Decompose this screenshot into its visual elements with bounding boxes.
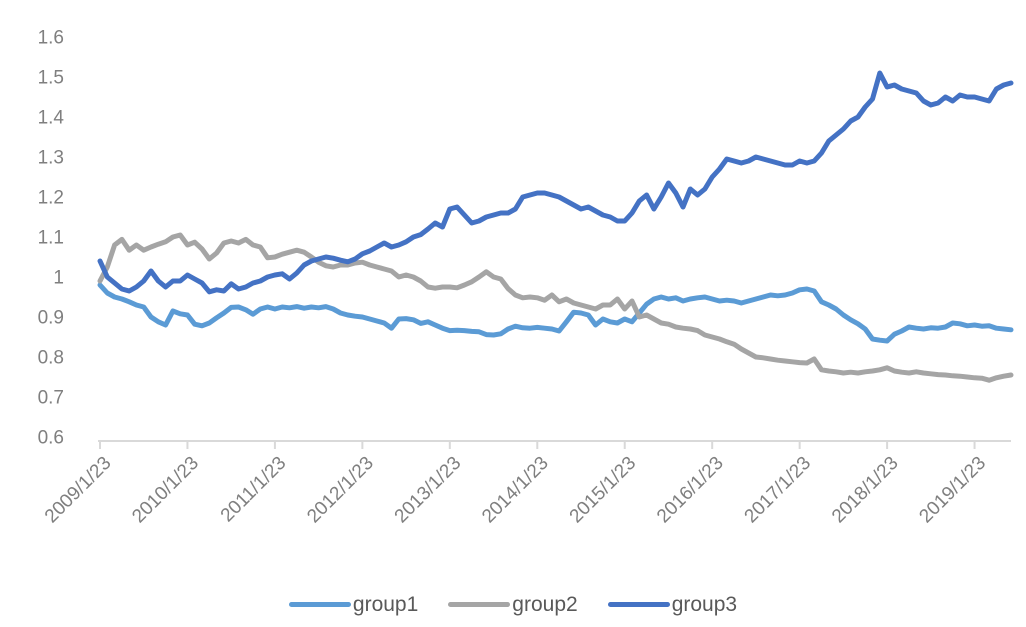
legend-label-group2: group2 xyxy=(512,592,578,616)
y-tick-label: 0.9 xyxy=(38,308,64,329)
y-tick-label: 0.8 xyxy=(38,348,64,369)
legend-swatch-group2 xyxy=(448,601,511,607)
x-tick-label: 2017/1/23 xyxy=(741,453,816,528)
legend-swatch-group1 xyxy=(288,601,351,607)
x-axis-labels: 2009/1/23 2010/1/23 2011/1/23 2012/1/23 2013… xyxy=(41,441,990,527)
y-tick-label: 1 xyxy=(53,268,64,289)
series-line-group1 xyxy=(97,282,1014,344)
x-tick-label: 2013/1/23 xyxy=(391,453,466,528)
line-chart: 1.61.51.41.31.21.110.90.80.70.62009/1/23… xyxy=(38,28,1014,527)
legend-item-group3: group3 xyxy=(607,592,738,616)
x-tick-label: 2009/1/23 xyxy=(41,453,116,528)
legend-swatch-group3 xyxy=(607,601,670,607)
legend-label-group3: group3 xyxy=(671,592,738,616)
x-tick-label: 2019/1/23 xyxy=(915,453,990,528)
x-tick-label: 2018/1/23 xyxy=(828,453,903,528)
x-tick-label: 2011/1/23 xyxy=(217,453,291,527)
y-tick-label: 1.4 xyxy=(38,108,65,129)
chart-legend: group1 group2 group3 xyxy=(0,588,1026,620)
x-tick-label: 2010/1/23 xyxy=(128,453,203,528)
legend-label-group1: group1 xyxy=(352,592,419,616)
y-tick-label: 0.6 xyxy=(38,428,64,449)
legend-item-group2: group2 xyxy=(448,592,578,616)
x-tick-label: 2016/1/23 xyxy=(653,453,728,528)
y-tick-label: 1.6 xyxy=(38,28,64,49)
x-tick-label: 2012/1/23 xyxy=(303,453,378,528)
y-tick-label: 1.5 xyxy=(38,68,64,89)
y-tick-label: 0.7 xyxy=(38,388,64,409)
x-tick-label: 2014/1/23 xyxy=(478,453,553,528)
series-line-group2 xyxy=(97,232,1014,383)
legend-item-group1: group1 xyxy=(288,592,419,616)
y-tick-label: 1.1 xyxy=(38,228,64,249)
y-tick-label: 1.3 xyxy=(38,148,64,169)
x-tick-label: 2015/1/23 xyxy=(566,453,641,528)
series-line-group3 xyxy=(97,70,1014,295)
y-axis-labels: 1.6 1.5 1.4 1.3 1.2 1.1 1 0.9 0.8 0.7 0.6 xyxy=(38,28,65,449)
y-tick-label: 1.2 xyxy=(38,188,64,209)
